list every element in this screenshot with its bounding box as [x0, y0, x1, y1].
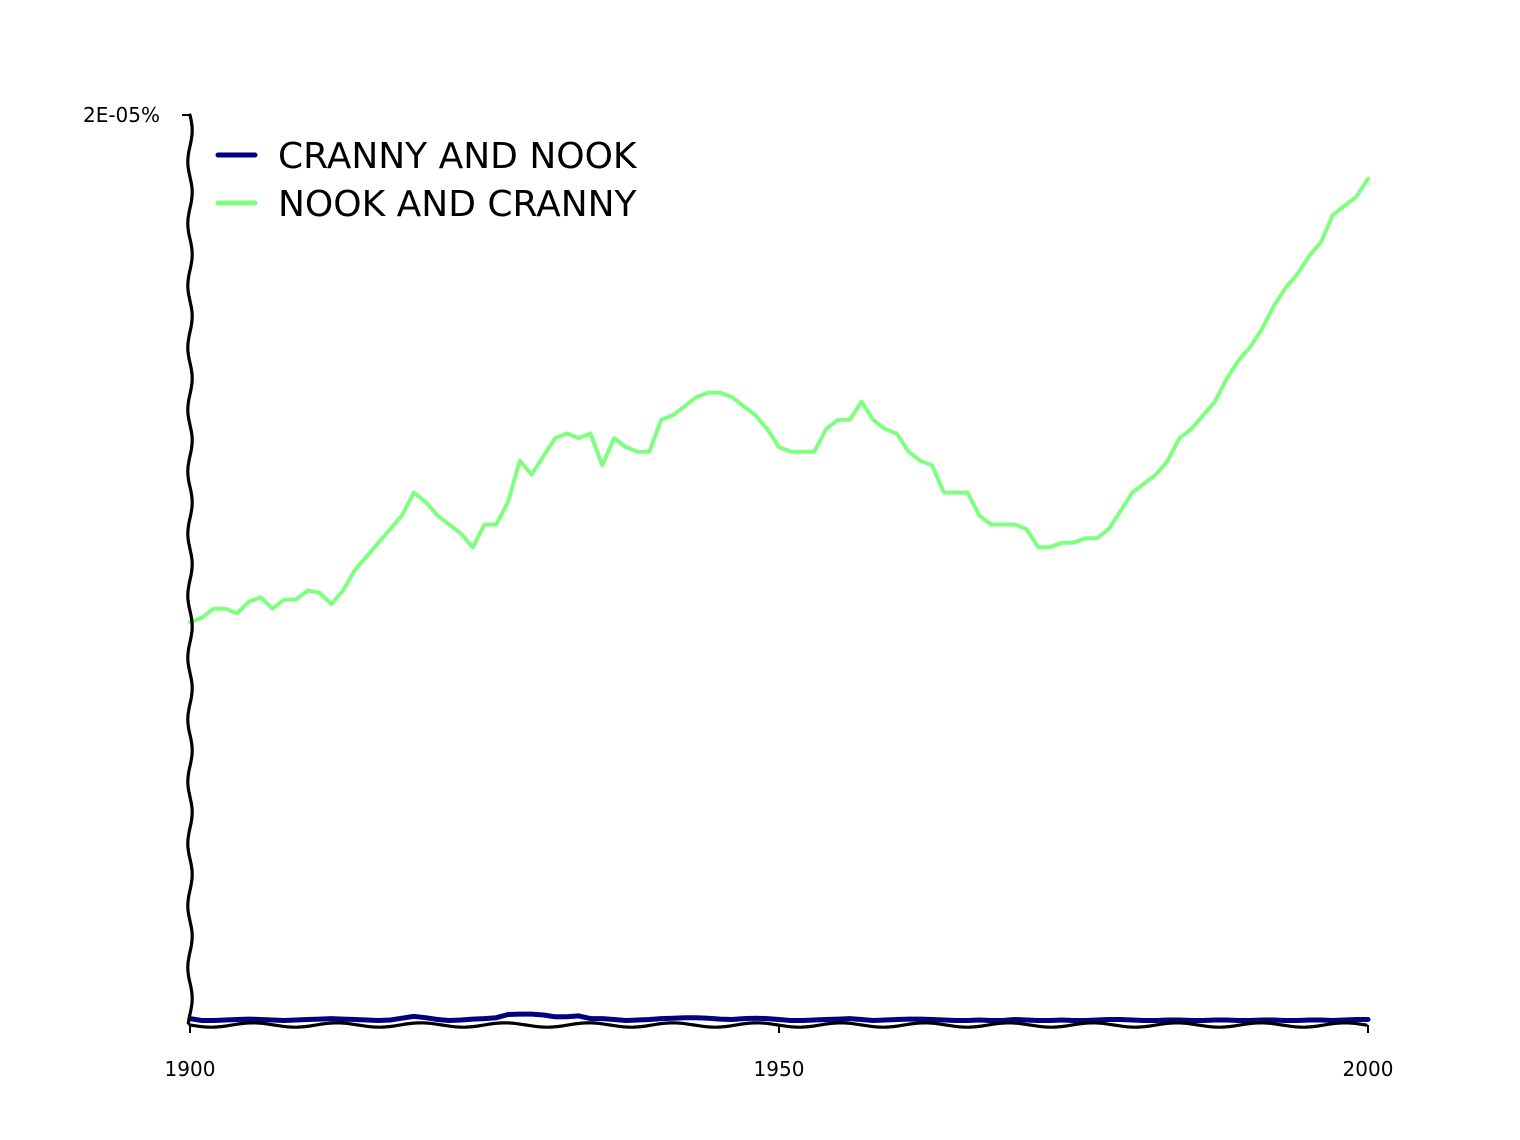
series-line-nook-and-cranny	[188, 176, 1370, 625]
x-tick-label: 1950	[754, 1057, 805, 1081]
y-axis-line	[186, 113, 194, 1025]
ticks: 1900 1950 2000 2E-05%	[83, 103, 1393, 1081]
y-tick-label: 2E-05%	[83, 103, 160, 127]
series-layer	[187, 176, 1371, 1023]
x-tick-label: 1900	[165, 1057, 216, 1081]
legend: CRANNY AND NOOK NOOK AND CRANNY	[215, 136, 638, 225]
legend-label-nook-and-cranny: NOOK AND CRANNY	[278, 184, 638, 225]
x-tick-label: 2000	[1343, 1057, 1394, 1081]
series-line-cranny-and-nook	[187, 1011, 1371, 1023]
axes	[186, 113, 1368, 1029]
legend-label-cranny-and-nook: CRANNY AND NOOK	[278, 136, 638, 177]
